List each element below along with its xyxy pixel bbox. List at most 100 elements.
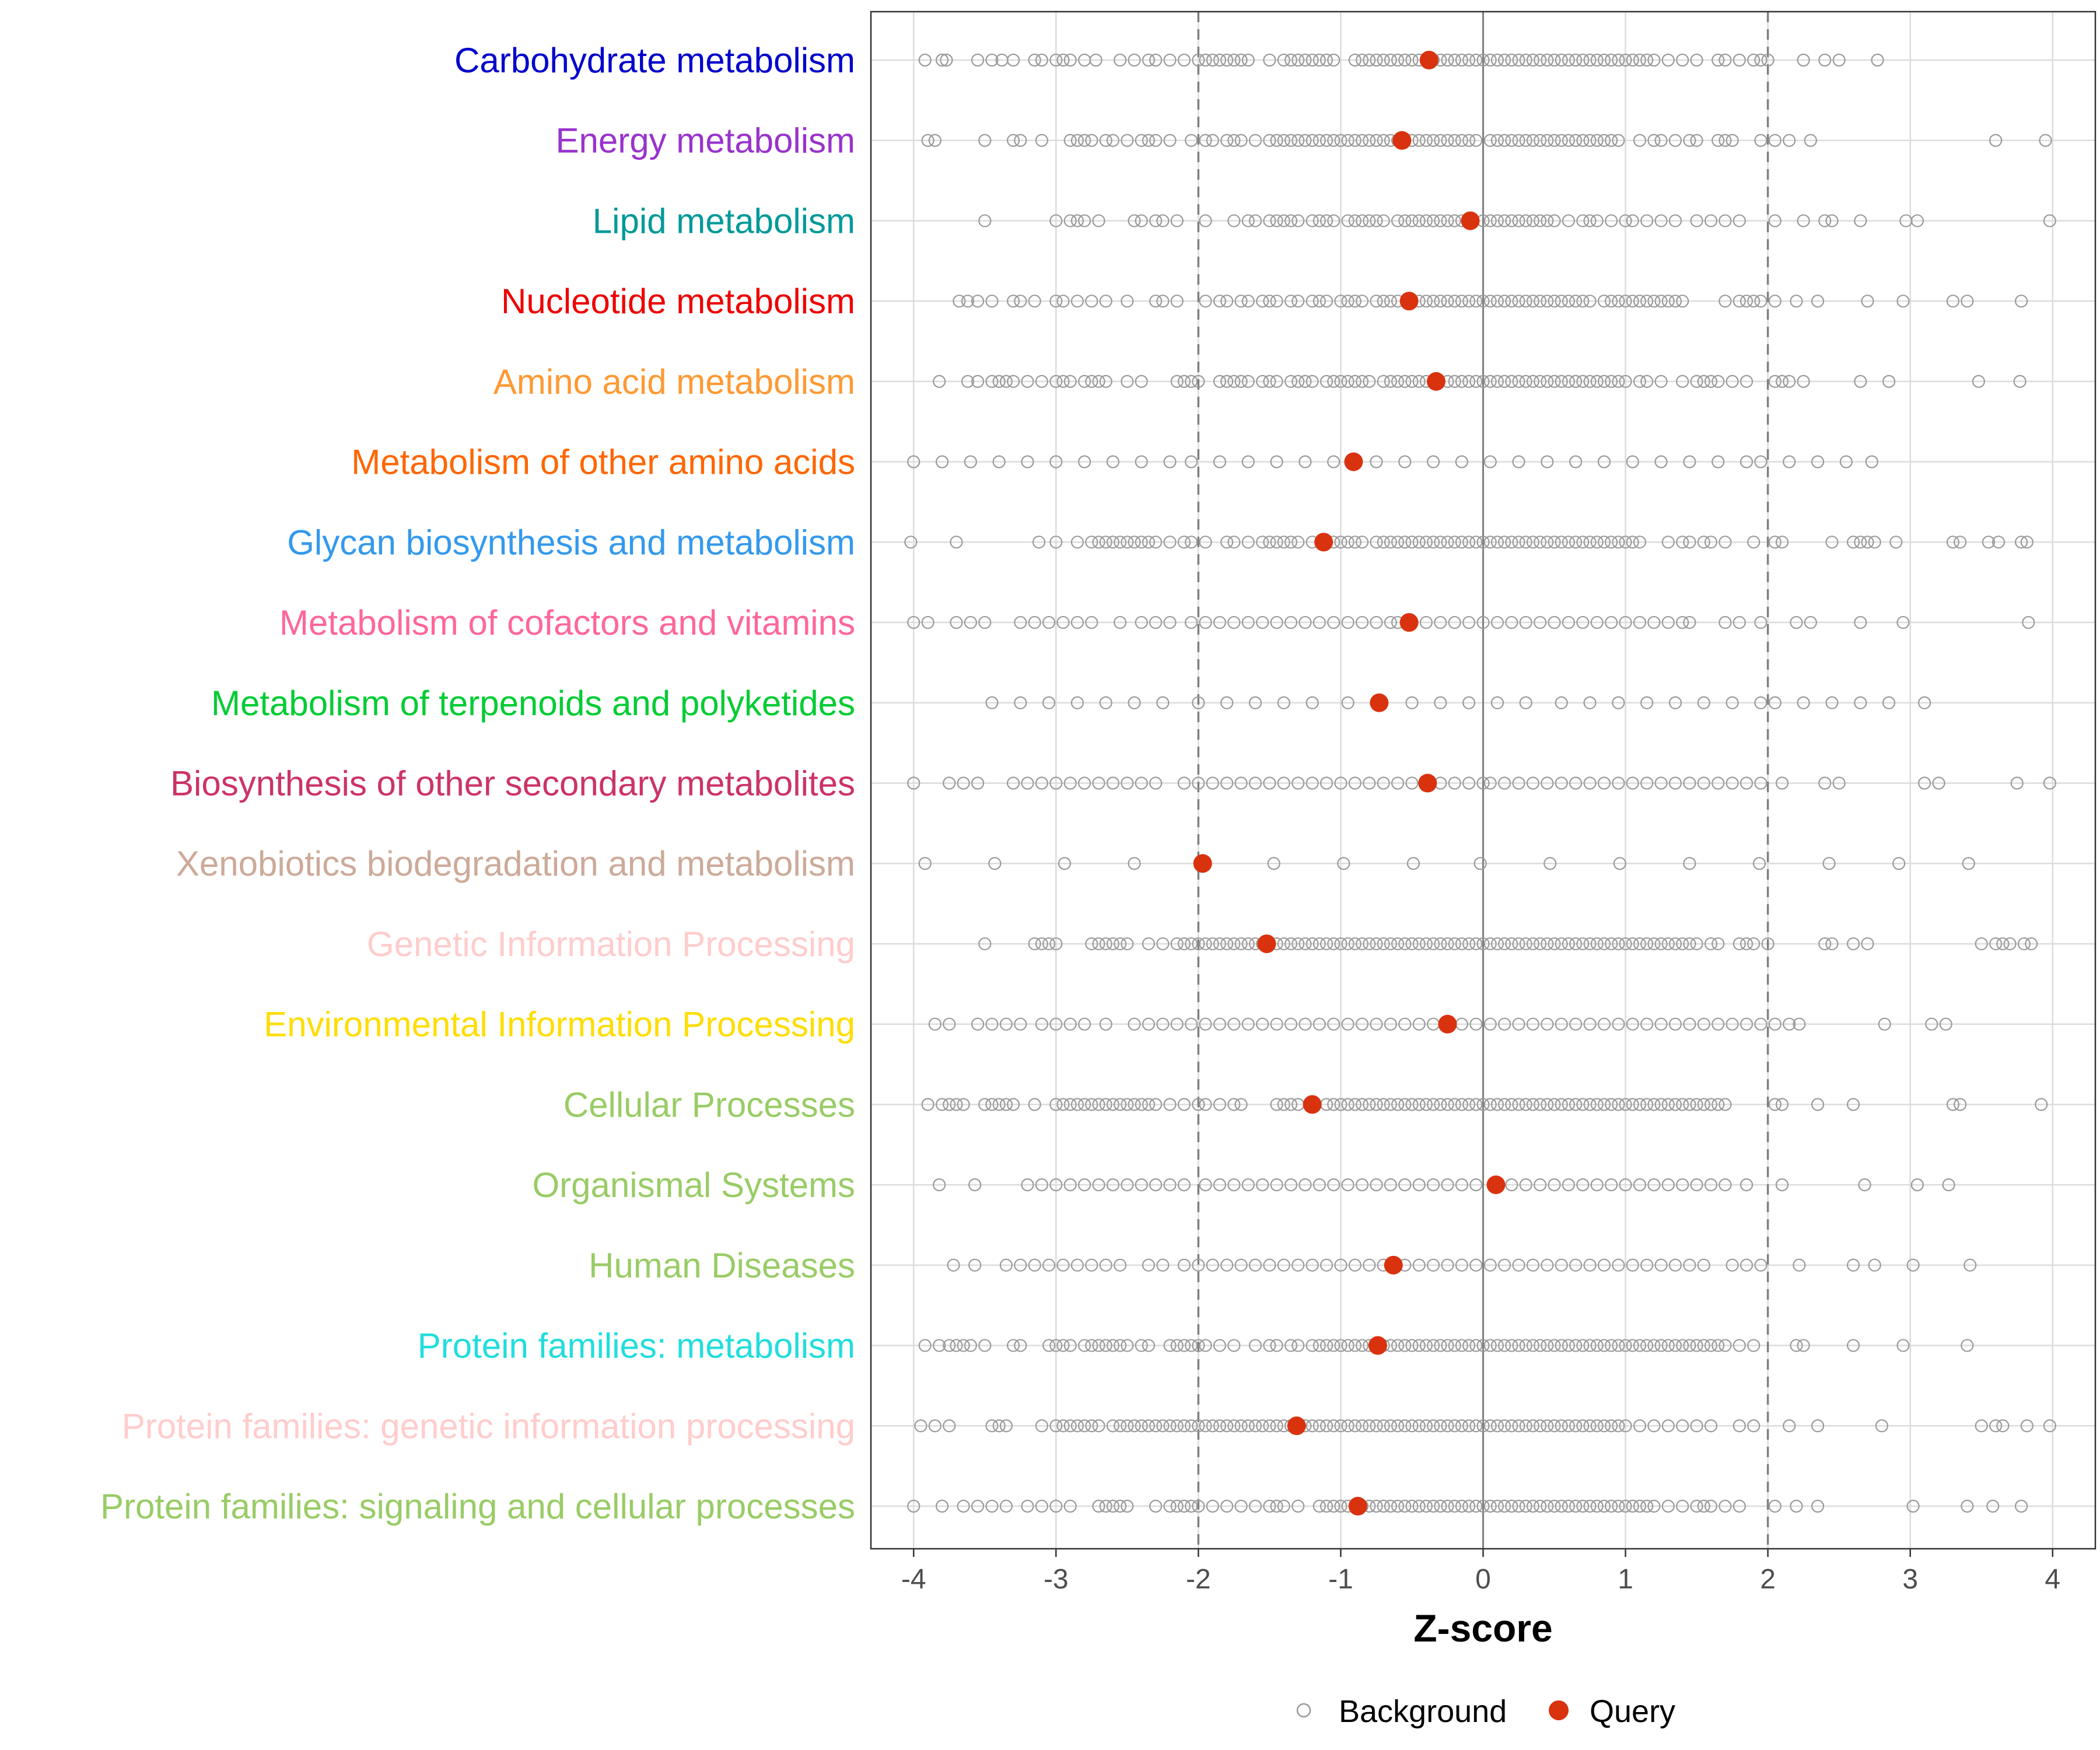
background-point [1462, 776, 1476, 790]
background-point [2020, 1419, 2034, 1433]
background-point [1626, 1499, 1639, 1513]
background-point [1654, 1258, 1668, 1272]
background-point [1099, 536, 1112, 549]
background-point [1277, 937, 1290, 951]
background-point [978, 214, 992, 228]
background-point [1718, 1178, 1732, 1192]
category-label: Metabolism of terpenoids and polyketides [211, 684, 855, 723]
background-point [1455, 937, 1468, 951]
background-point [985, 696, 999, 709]
background-point [1220, 536, 1234, 549]
background-point [1135, 1178, 1148, 1192]
background-point [1683, 615, 1696, 629]
background-point [1334, 1339, 1348, 1352]
background-point [1177, 1499, 1191, 1513]
background-point [971, 53, 985, 67]
background-point [1583, 1499, 1597, 1513]
background-point [1647, 134, 1661, 147]
background-point [1526, 134, 1540, 147]
background-point [1690, 53, 1703, 67]
background-point [1227, 134, 1241, 147]
background-point [1042, 1258, 1056, 1272]
background-point [1704, 536, 1718, 549]
category-label: Human Diseases [589, 1246, 855, 1285]
background-point [1334, 1098, 1348, 1111]
background-point [1519, 696, 1532, 709]
background-point [1906, 1258, 1920, 1272]
background-point [1989, 1419, 2003, 1433]
background-point [1740, 1258, 1754, 1272]
background-point [1341, 696, 1354, 709]
background-point [1448, 937, 1461, 951]
background-point [935, 1098, 949, 1111]
background-point [1263, 1339, 1276, 1352]
background-point [2025, 937, 2038, 951]
background-point [2010, 776, 2024, 790]
background-point [1775, 536, 1789, 549]
background-point [1099, 374, 1112, 388]
background-point [1185, 1499, 1198, 1513]
category-labels: Carbohydrate metabolism Energy metabolism… [100, 41, 855, 1526]
background-point [1519, 53, 1532, 67]
background-point [1825, 536, 1839, 549]
query-point [1314, 533, 1334, 552]
background-point [1106, 937, 1120, 951]
background-point [978, 615, 992, 629]
background-point [1747, 295, 1760, 308]
background-point [1633, 1419, 1647, 1433]
background-point [1149, 1499, 1163, 1513]
background-point [1462, 1339, 1476, 1352]
background-point [1790, 615, 1803, 629]
background-point [1334, 776, 1348, 790]
background-point [1541, 1419, 1554, 1433]
background-point [1355, 1098, 1369, 1111]
background-point [1483, 134, 1497, 147]
background-point [1185, 937, 1198, 951]
background-point [1121, 1098, 1134, 1111]
background-point [1704, 1339, 1718, 1352]
background-point [1419, 134, 1433, 147]
background-point [1306, 1419, 1319, 1433]
background-point [1092, 1499, 1105, 1513]
background-point [1099, 1499, 1112, 1513]
background-point [1483, 1499, 1497, 1513]
background-point [940, 53, 953, 67]
background-point [1455, 295, 1468, 308]
background-point [1292, 374, 1305, 388]
background-point [1327, 1178, 1340, 1192]
query-point [1486, 1175, 1506, 1195]
background-point [1726, 1258, 1739, 1272]
background-point [1185, 1017, 1198, 1031]
background-point [1939, 1017, 1952, 1031]
background-point [1099, 1098, 1112, 1111]
background-point [1384, 374, 1397, 388]
background-point [1512, 1499, 1525, 1513]
legend-query-label: Query [1590, 1694, 1675, 1729]
background-point [1312, 1178, 1326, 1192]
background-point [935, 455, 949, 468]
legend: Background Query [1296, 1694, 1675, 1729]
background-point [1377, 1499, 1390, 1513]
background-point [1811, 1419, 1825, 1433]
background-point [1462, 1098, 1476, 1111]
background-point [1854, 696, 1867, 709]
background-point [1793, 1017, 1806, 1031]
background-point [1248, 1339, 1262, 1352]
background-point [1690, 1339, 1703, 1352]
background-point [1377, 776, 1390, 790]
category-label: Protein families: metabolism [418, 1326, 855, 1366]
background-point [1306, 696, 1319, 709]
background-point [1384, 1178, 1397, 1192]
background-point [1412, 134, 1426, 147]
background-point [1476, 295, 1490, 308]
background-point [1398, 1499, 1412, 1513]
background-point [1213, 374, 1227, 388]
background-point [1156, 1017, 1170, 1031]
background-point [1469, 937, 1483, 951]
background-point [1106, 1419, 1120, 1433]
background-point [1363, 776, 1376, 790]
background-point [1846, 937, 1860, 951]
background-point [1363, 134, 1376, 147]
background-point [1206, 53, 1219, 67]
background-point [1462, 1419, 1476, 1433]
